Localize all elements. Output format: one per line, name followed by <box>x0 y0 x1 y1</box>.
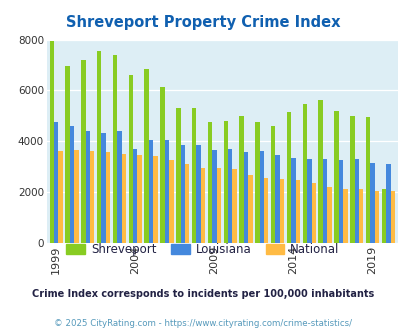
Bar <box>192 108 196 243</box>
Bar <box>239 116 243 243</box>
Bar <box>49 41 54 243</box>
Bar <box>122 154 126 243</box>
Bar <box>358 189 362 243</box>
Bar <box>354 159 358 243</box>
Bar <box>144 69 149 243</box>
Bar <box>306 159 311 243</box>
Bar <box>232 169 236 243</box>
Bar <box>65 66 70 243</box>
Bar <box>223 121 228 243</box>
Bar <box>164 140 169 243</box>
Bar <box>207 122 212 243</box>
Bar <box>101 133 106 243</box>
Bar <box>176 108 180 243</box>
Text: Crime Index corresponds to incidents per 100,000 inhabitants: Crime Index corresponds to incidents per… <box>32 289 373 299</box>
Bar <box>311 183 315 243</box>
Bar <box>117 131 121 243</box>
Bar <box>81 60 85 243</box>
Bar <box>326 187 331 243</box>
Bar <box>279 179 283 243</box>
Bar <box>333 111 338 243</box>
Bar <box>216 168 220 243</box>
Bar <box>133 149 137 243</box>
Bar <box>185 164 189 243</box>
Bar <box>255 122 259 243</box>
Bar <box>259 151 263 243</box>
Bar <box>128 75 133 243</box>
Bar <box>286 112 290 243</box>
Text: © 2025 CityRating.com - https://www.cityrating.com/crime-statistics/: © 2025 CityRating.com - https://www.city… <box>54 319 351 328</box>
Bar <box>54 122 58 243</box>
Text: Shreveport Property Crime Index: Shreveport Property Crime Index <box>66 15 339 30</box>
Bar <box>342 189 347 243</box>
Bar <box>243 152 247 243</box>
Bar <box>318 100 322 243</box>
Bar <box>169 160 173 243</box>
Bar <box>275 155 279 243</box>
Bar <box>247 175 252 243</box>
Bar <box>290 157 295 243</box>
Bar <box>106 152 110 243</box>
Bar <box>338 160 342 243</box>
Bar <box>90 151 94 243</box>
Bar <box>113 55 117 243</box>
Bar <box>365 117 369 243</box>
Bar <box>196 145 200 243</box>
Bar <box>160 86 164 243</box>
Bar <box>212 150 216 243</box>
Bar <box>295 181 299 243</box>
Bar <box>374 190 378 243</box>
Bar <box>74 150 79 243</box>
Bar <box>385 164 390 243</box>
Bar <box>200 168 205 243</box>
Bar <box>228 149 232 243</box>
Bar <box>149 140 153 243</box>
Bar <box>390 190 394 243</box>
Bar <box>85 131 90 243</box>
Bar <box>153 156 158 243</box>
Bar <box>97 51 101 243</box>
Bar <box>58 151 63 243</box>
Bar <box>180 145 185 243</box>
Bar <box>381 189 385 243</box>
Bar <box>263 178 268 243</box>
Bar <box>349 116 354 243</box>
Legend: Shreveport, Louisiana, National: Shreveport, Louisiana, National <box>66 244 339 256</box>
Bar <box>369 163 374 243</box>
Bar <box>70 126 74 243</box>
Bar <box>271 126 275 243</box>
Bar <box>322 159 326 243</box>
Bar <box>137 155 142 243</box>
Bar <box>302 104 306 243</box>
